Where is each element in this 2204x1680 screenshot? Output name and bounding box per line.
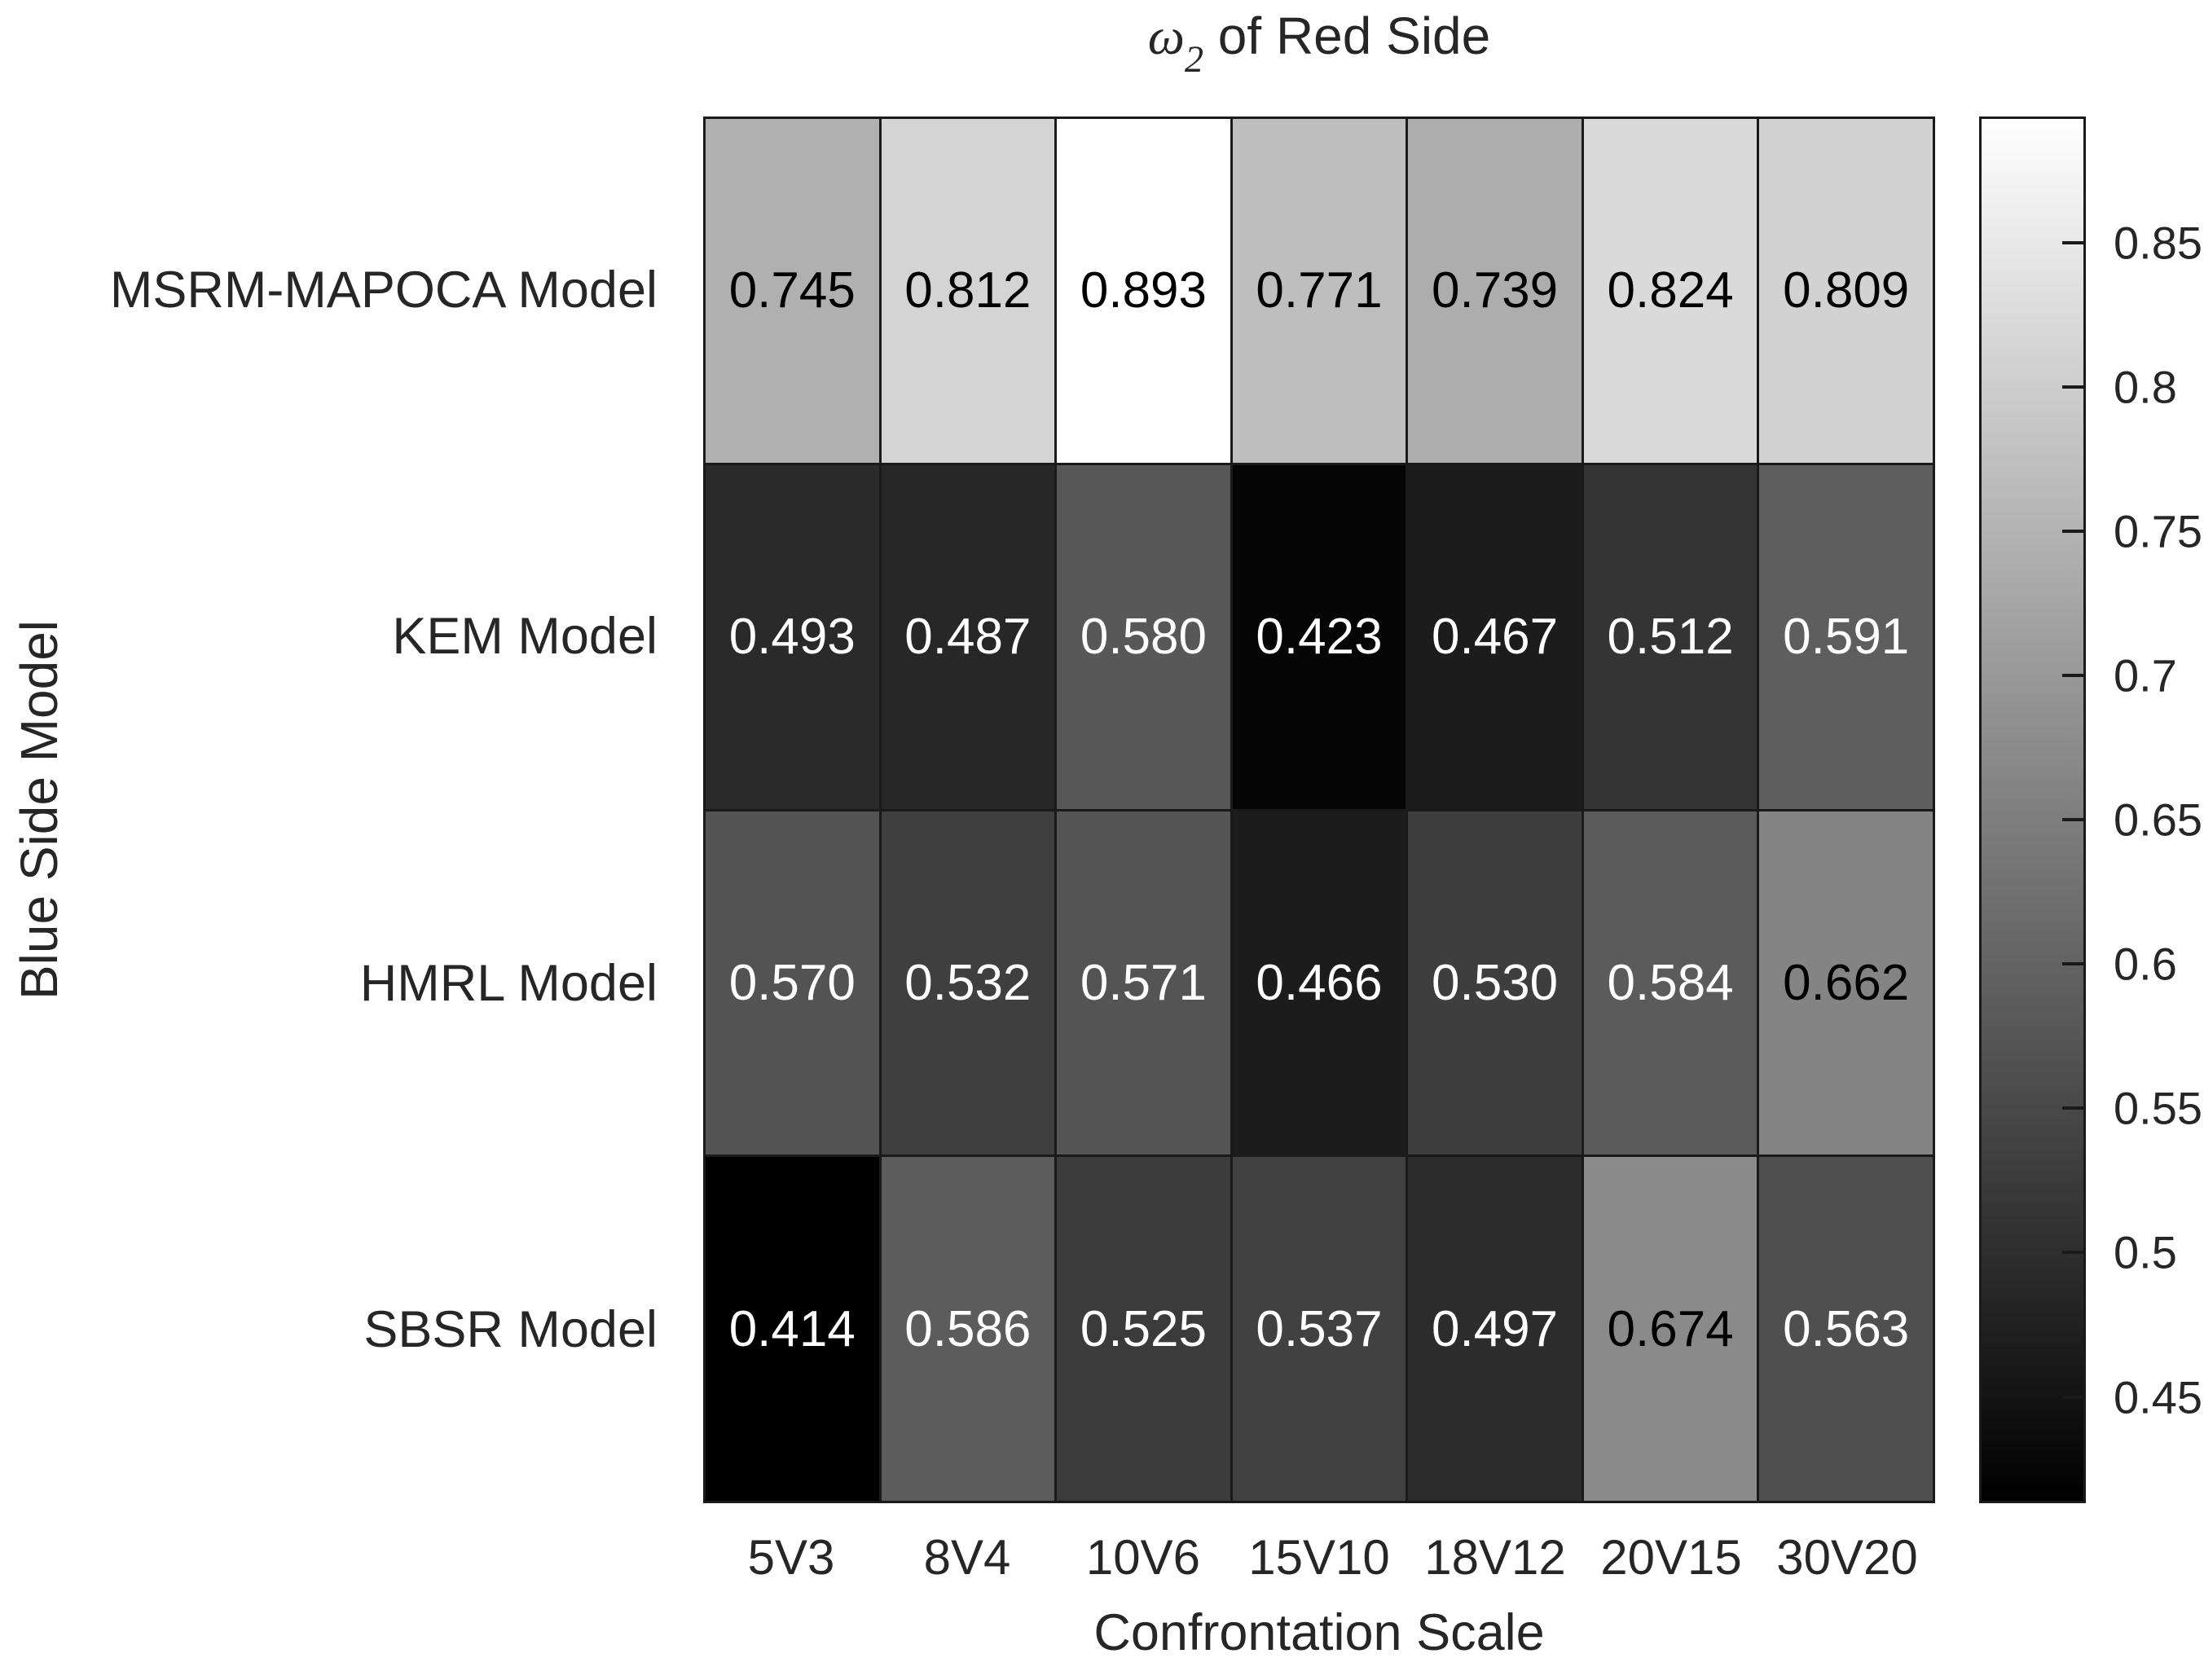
omega-symbol: ω (1147, 7, 1185, 65)
heatmap-cell: 0.563 (1759, 1157, 1933, 1501)
heatmap-cell: 0.493 (706, 464, 879, 809)
colorbar-tick (2062, 1251, 2083, 1255)
heatmap-cell: 0.466 (1232, 811, 1406, 1155)
heatmap-cell: 0.571 (1057, 811, 1230, 1155)
colorbar-tick-label: 0.5 (2114, 1226, 2177, 1278)
heatmap-cell: 0.674 (1583, 1157, 1757, 1501)
x-tick-label: 15V10 (1248, 1529, 1390, 1585)
x-tick-label: 8V4 (923, 1529, 1011, 1585)
heatmap-cell: 0.414 (706, 1157, 879, 1501)
heatmap-cell: 0.530 (1408, 811, 1582, 1155)
row-labels: MSRM-MAPOCA Model KEM Model HMRL Model SBSR… (0, 117, 680, 1503)
colorbar-tick-label: 0.7 (2114, 649, 2177, 701)
colorbar-tick (2062, 1395, 2083, 1399)
heatmap-cell: 0.771 (1232, 119, 1406, 463)
colorbar-tick-label: 0.55 (2114, 1082, 2202, 1134)
x-tick-label: 5V3 (747, 1529, 835, 1585)
colorbar-tick-label: 0.65 (2114, 794, 2202, 846)
colorbar-tick (2062, 385, 2083, 389)
heatmap-cell: 0.532 (881, 811, 1055, 1155)
x-tick-label: 20V15 (1600, 1529, 1742, 1585)
heatmap-cell: 0.537 (1232, 1157, 1406, 1501)
colorbar-tick (2062, 241, 2083, 245)
x-tick-label: 10V6 (1085, 1529, 1201, 1585)
heatmap-grid: 0.745 0.812 0.893 0.771 0.739 0.824 0.809 0.493… (703, 117, 1935, 1503)
heatmap-cell: 0.812 (881, 119, 1055, 463)
colorbar-tick-label: 0.75 (2114, 505, 2202, 557)
heatmap-cell: 0.809 (1759, 119, 1933, 463)
x-tick-label: 18V12 (1424, 1529, 1566, 1585)
heatmap-cell: 0.525 (1057, 1157, 1230, 1501)
row-label: KEM Model (392, 608, 658, 666)
colorbar-tick-label: 0.8 (2114, 361, 2177, 413)
heatmap-cell: 0.824 (1583, 119, 1757, 463)
row-label: MSRM-MAPOCA Model (109, 261, 658, 319)
x-tick-label: 30V20 (1776, 1529, 1918, 1585)
heatmap-cell: 0.584 (1583, 811, 1757, 1155)
row-label: SBSR Model (363, 1301, 658, 1359)
colorbar-tick (2062, 674, 2083, 678)
colorbar-tick (2062, 962, 2083, 966)
heatmap-cell: 0.423 (1232, 464, 1406, 809)
heatmap-cell: 0.512 (1583, 464, 1757, 809)
heatmap-cell: 0.497 (1408, 1157, 1582, 1501)
heatmap-cell: 0.739 (1408, 119, 1582, 463)
heatmap-cell: 0.487 (881, 464, 1055, 809)
colorbar-tick-labels: 0.85 0.8 0.75 0.7 0.65 0.6 0.55 0.5 0.45 (2114, 117, 2204, 1503)
colorbar-tick-label: 0.85 (2114, 217, 2202, 269)
x-tick-labels: 5V3 8V4 10V6 15V10 18V12 20V15 30V20 (703, 1520, 1935, 1594)
heatmap-cell: 0.662 (1759, 811, 1933, 1155)
colorbar-tick-label: 0.45 (2114, 1371, 2202, 1423)
x-axis-label: Confrontation Scale (1093, 1604, 1545, 1661)
heatmap-cell: 0.586 (881, 1157, 1055, 1501)
heatmap-cell: 0.893 (1057, 119, 1230, 463)
colorbar (1979, 117, 2086, 1503)
chart-title-text: of Red Side (1203, 7, 1491, 65)
heatmap-cell: 0.580 (1057, 464, 1230, 809)
colorbar-tick (2062, 1106, 2083, 1110)
heatmap-cell: 0.745 (706, 119, 879, 463)
heatmap-cell: 0.467 (1408, 464, 1582, 809)
heatmap-cell: 0.591 (1759, 464, 1933, 809)
omega-subscript: 2 (1184, 38, 1203, 81)
row-label: HMRL Model (359, 954, 658, 1012)
colorbar-tick (2062, 530, 2083, 534)
heatmap-cell: 0.570 (706, 811, 879, 1155)
colorbar-tick-label: 0.6 (2114, 938, 2177, 990)
colorbar-tick (2062, 818, 2083, 822)
chart-title: ω2 of Red Side (703, 5, 1935, 78)
